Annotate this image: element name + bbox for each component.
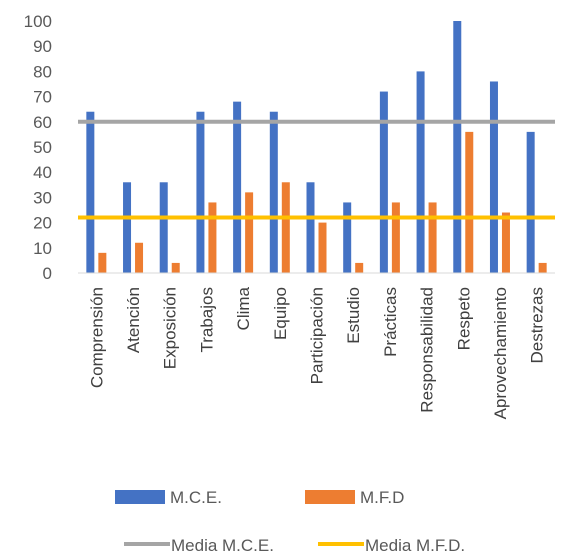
bar-mfd <box>135 242 144 273</box>
bar-mfd <box>355 262 364 273</box>
legend-label: Media M.C.E. <box>171 536 274 555</box>
y-tick-label: 20 <box>33 214 52 233</box>
bar-mce <box>269 111 278 273</box>
y-axis-ticks: 0 10 20 30 40 50 60 70 80 90 100 <box>24 12 52 283</box>
y-tick-label: 10 <box>33 239 52 258</box>
x-category-label: Atención <box>124 287 143 353</box>
bar-mfd <box>98 252 107 273</box>
bar-mce <box>379 91 388 273</box>
legend-swatch-mfd <box>305 490 355 504</box>
y-tick-label: 0 <box>43 264 52 283</box>
legend: M.C.E. M.F.D Media M.C.E. Media M.F.D. <box>115 488 465 555</box>
reference-lines <box>78 119 555 220</box>
bar-mfd <box>391 202 400 273</box>
bar-mce <box>489 81 498 273</box>
bar-mce <box>196 111 205 273</box>
y-tick-label: 70 <box>33 88 52 107</box>
bar-mfd <box>538 262 547 273</box>
legend-label: Media M.F.D. <box>365 536 465 555</box>
x-category-label: Comprensión <box>87 287 106 388</box>
bar-mfd <box>171 262 180 273</box>
x-axis-labels: Comprensión Atención Exposición Trabajos Cli… <box>87 286 546 419</box>
bar-mfd <box>465 131 474 273</box>
x-category-label: Prácticas <box>381 287 400 357</box>
y-tick-label: 80 <box>33 62 52 81</box>
x-category-label: Aprovechamiento <box>491 287 510 419</box>
bar-mfd <box>428 202 437 273</box>
bar-mce <box>416 71 425 274</box>
bar-mce <box>159 182 168 273</box>
x-category-label: Equipo <box>271 287 290 340</box>
bar-mce <box>343 202 352 273</box>
legend-label: M.C.E. <box>170 488 222 507</box>
legend-label: M.F.D <box>360 488 404 507</box>
y-tick-label: 90 <box>33 37 52 56</box>
x-category-label: Participación <box>308 287 327 384</box>
y-tick-label: 30 <box>33 188 52 207</box>
y-tick-label: 40 <box>33 163 52 182</box>
y-tick-label: 100 <box>24 12 52 31</box>
y-tick-label: 50 <box>33 138 52 157</box>
bar-mfd <box>318 222 327 273</box>
bar-series <box>86 21 547 274</box>
bar-mfd <box>501 212 510 273</box>
x-category-label: Estudio <box>344 287 363 344</box>
y-tick-label: 60 <box>33 113 52 132</box>
bar-mfd <box>245 192 254 273</box>
x-category-label: Trabajos <box>197 287 216 353</box>
bar-mfd <box>208 202 217 273</box>
bar-mfd <box>281 182 290 273</box>
x-category-label: Responsabilidad <box>418 287 437 413</box>
bar-mce <box>86 111 95 273</box>
bar-mce <box>233 101 242 273</box>
bar-mce <box>526 131 535 273</box>
x-category-label: Destrezas <box>528 287 547 364</box>
x-category-label: Respeto <box>454 287 473 350</box>
bar-mce <box>453 21 462 273</box>
bar-mce <box>306 182 315 273</box>
x-category-label: Exposición <box>161 287 180 369</box>
legend-swatch-mce <box>115 490 165 504</box>
x-category-label: Clima <box>234 286 253 330</box>
bar-mce <box>123 182 132 273</box>
